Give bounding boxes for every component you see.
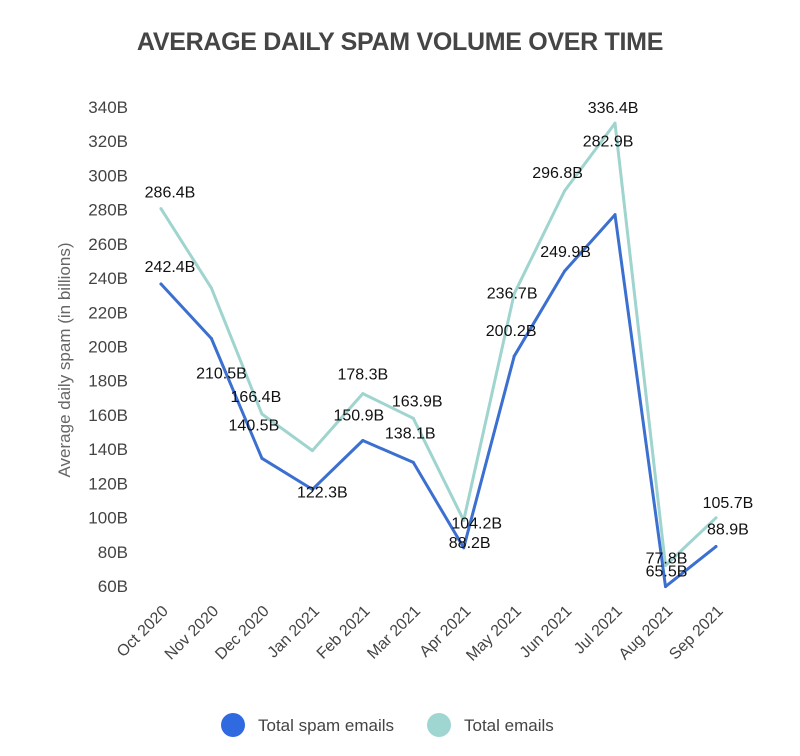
data-point-total: [613, 121, 617, 125]
data-label-total: 236.7B: [487, 286, 538, 303]
y-tick-label: 180B: [88, 372, 128, 391]
legend-item-spam[interactable]: Total spam emails: [221, 713, 394, 737]
data-label-spam: 242.4B: [145, 259, 196, 276]
data-label-total: 178.3B: [337, 367, 388, 384]
data-label-total: 163.9B: [392, 393, 443, 410]
series-line-total: [159, 121, 718, 567]
legend-swatch-total: [427, 713, 451, 737]
data-label-spam: 249.9B: [540, 244, 591, 261]
data-label-spam: 210.5B: [196, 366, 247, 383]
x-tick-label: Dec 2020: [212, 603, 273, 664]
series-line-spam: [159, 213, 718, 589]
y-tick-label: 260B: [88, 235, 128, 254]
data-point-spam: [462, 546, 466, 550]
legend-swatch-spam: [221, 713, 245, 737]
y-tick-label: 100B: [88, 509, 128, 528]
data-label-spam: 88.2B: [449, 535, 491, 552]
y-tick-label: 240B: [88, 269, 128, 288]
data-point-total: [260, 412, 264, 416]
data-label-total: 104.2B: [451, 515, 502, 532]
chart-title: AVERAGE DAILY SPAM VOLUME OVER TIME: [137, 28, 663, 56]
legend-label-spam: Total spam emails: [258, 716, 394, 735]
data-label-spam: 65.5B: [646, 564, 688, 581]
legend-label-total: Total emails: [464, 716, 554, 735]
data-point-total: [310, 449, 314, 453]
data-label-spam: 122.3B: [297, 484, 348, 501]
data-point-spam: [260, 456, 264, 460]
data-point-total: [664, 564, 667, 568]
y-axis-ticks: 340B 320B 300B 280B 260B 240B 220B 200B 180B 160B…: [88, 98, 128, 596]
y-tick-label: 280B: [88, 201, 128, 220]
data-point-total: [462, 518, 466, 522]
data-point-total: [411, 416, 415, 420]
y-tick-label: 320B: [88, 132, 128, 151]
data-label-spam: 200.2B: [486, 323, 537, 340]
y-tick-label: 340B: [88, 98, 128, 117]
y-tick-label: 200B: [88, 338, 128, 357]
data-point-spam: [361, 438, 365, 442]
data-label-spam: 138.1B: [385, 425, 436, 442]
data-label-spam: 140.5B: [229, 417, 280, 434]
y-tick-label: 80B: [98, 543, 128, 562]
data-point-spam: [209, 337, 213, 341]
data-point-spam: [159, 282, 163, 286]
y-tick-label: 120B: [88, 474, 128, 493]
data-label-spam: 282.9B: [583, 134, 634, 151]
data-point-spam: [664, 585, 667, 589]
x-tick-label: Sep 2021: [666, 603, 727, 664]
x-tick-label: Feb 2021: [314, 603, 374, 663]
y-tick-label: 160B: [88, 406, 128, 425]
data-label-total: 166.4B: [231, 389, 282, 406]
data-label-total: 77.8B: [646, 551, 688, 568]
y-tick-label: 140B: [88, 440, 128, 459]
data-point-spam: [714, 545, 718, 549]
legend-item-total[interactable]: Total emails: [427, 713, 554, 737]
x-tick-label: May 2021: [463, 603, 525, 665]
y-tick-label: 220B: [88, 303, 128, 322]
x-tick-label: Nov 2020: [162, 603, 223, 664]
data-point-spam: [411, 460, 415, 464]
data-label-total: 336.4B: [588, 100, 639, 117]
data-point-spam: [512, 354, 516, 358]
data-point-total: [714, 516, 718, 520]
y-tick-label: 60B: [98, 577, 128, 596]
data-point-total: [159, 207, 163, 211]
data-point-spam: [613, 213, 617, 217]
y-tick-label: 300B: [88, 166, 128, 185]
data-point-total: [209, 286, 213, 290]
data-point-total: [361, 392, 365, 396]
data-label-total: 296.8B: [532, 165, 583, 182]
data-point-spam: [563, 269, 567, 273]
series-lines: [159, 121, 718, 589]
x-tick-label: Aug 2021: [616, 603, 677, 664]
y-axis-label: Average daily spam (in billions): [55, 243, 74, 478]
legend: Total spam emails Total emails: [221, 713, 554, 737]
data-point-total: [512, 292, 516, 296]
data-label-spam: 88.9B: [707, 522, 749, 539]
data-label-spam: 150.9B: [333, 407, 384, 424]
x-tick-label: Jun 2021: [517, 603, 576, 662]
data-point-spam: [310, 487, 314, 491]
x-tick-label: Mar 2021: [364, 603, 424, 663]
data-point-total: [563, 189, 567, 193]
data-label-total: 105.7B: [703, 495, 754, 512]
data-label-total: 286.4B: [145, 185, 196, 202]
